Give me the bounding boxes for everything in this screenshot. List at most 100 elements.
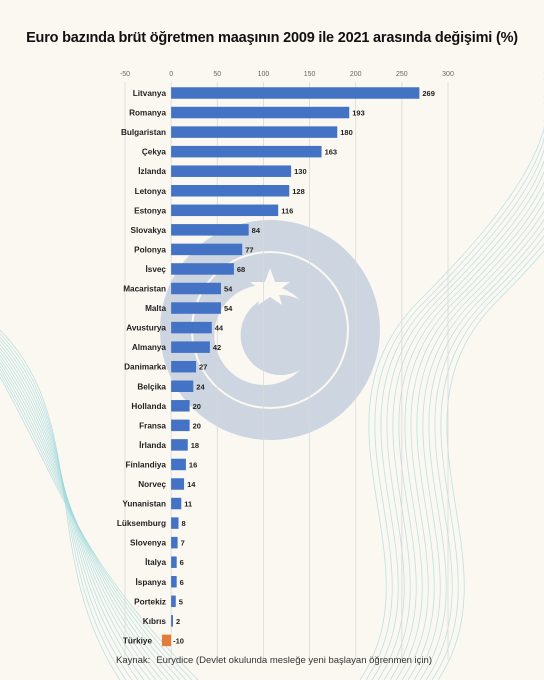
value-label: 5	[179, 597, 183, 606]
value-label: 180	[340, 128, 353, 137]
value-label: -10	[173, 636, 184, 645]
bar	[171, 341, 210, 353]
category-label: Fransa	[139, 421, 166, 430]
x-tick-label: 100	[258, 71, 270, 78]
value-label: 163	[325, 148, 338, 157]
category-label: Slovakya	[130, 226, 166, 235]
category-label: Romanya	[129, 109, 166, 118]
source-text: Eurydice (Devlet okulunda mesleğe yeni b…	[156, 655, 432, 666]
category-label: Çekya	[142, 148, 167, 157]
x-tick-labels: -50 0 50 100 150 200 250 300	[120, 71, 454, 78]
category-label: Malta	[145, 304, 166, 313]
category-label: Kıbrıs	[143, 617, 167, 626]
value-label: 7	[181, 539, 185, 548]
x-tick-label: 250	[396, 71, 408, 78]
value-label: 130	[294, 167, 307, 176]
watermark-disc	[160, 220, 380, 440]
wave-line-left	[0, 333, 127, 680]
bar	[171, 224, 249, 236]
bar	[171, 165, 292, 177]
watermark-logo: 1992	[160, 220, 380, 440]
x-tick-label: 200	[350, 71, 362, 78]
bar	[171, 439, 188, 451]
value-label: 54	[224, 285, 233, 294]
value-label: 116	[281, 206, 293, 215]
wave-line-right	[437, 138, 544, 680]
bar	[171, 458, 186, 471]
wave-line-right	[365, 66, 544, 680]
value-label: 269	[422, 89, 435, 98]
value-label: 6	[180, 578, 184, 587]
value-label: 20	[193, 421, 201, 430]
source-note: Kaynak: Eurydice (Devlet okulunda mesleğe…	[116, 655, 432, 666]
bar	[171, 400, 190, 412]
bar	[171, 360, 197, 373]
category-label: İspanya	[136, 577, 167, 587]
value-label: 2	[176, 617, 180, 626]
bar	[171, 185, 290, 197]
bar	[171, 595, 176, 608]
bar	[171, 478, 185, 490]
value-label: 77	[245, 245, 253, 254]
wave-line-right	[425, 126, 544, 680]
category-label: Litvanya	[133, 89, 167, 98]
wave-line-right	[431, 132, 544, 680]
x-tick-label: 0	[169, 71, 173, 78]
bar	[171, 302, 221, 314]
category-label: Danimarka	[124, 363, 166, 372]
wave-line-right	[389, 90, 544, 680]
value-label: 193	[352, 109, 365, 118]
bar	[171, 615, 173, 627]
category-label: Polonya	[134, 245, 166, 254]
wave-line-right	[395, 96, 544, 680]
bar	[161, 634, 172, 647]
x-tick-label: 150	[304, 71, 316, 78]
value-label: 84	[252, 226, 261, 235]
bar	[171, 87, 420, 99]
bar	[171, 556, 177, 568]
category-label: İtalya	[145, 557, 166, 567]
wave-line-left	[0, 347, 151, 680]
value-label: 8	[182, 519, 186, 528]
category-label: Macaristan	[123, 285, 166, 294]
wave-line-left	[0, 376, 199, 680]
bar	[171, 380, 194, 392]
value-label: 6	[180, 558, 184, 567]
wave-line-right	[383, 84, 544, 680]
value-label: 42	[213, 343, 221, 352]
x-tick-label: 50	[213, 71, 221, 78]
value-label: 18	[191, 441, 199, 450]
category-label: Almanya	[132, 343, 167, 352]
crescent-icon	[214, 284, 300, 385]
category-label: İrlanda	[139, 440, 166, 450]
x-tick-label: 300	[442, 71, 454, 78]
bars	[161, 87, 420, 647]
bar	[171, 145, 322, 158]
wave-line-right	[419, 120, 544, 680]
bar	[171, 576, 177, 588]
value-label: 24	[196, 382, 205, 391]
watermark-year: 1992	[241, 408, 299, 438]
category-label: Letonya	[135, 187, 167, 196]
category-label: Türkiye	[123, 636, 153, 645]
wave-line-right	[371, 72, 544, 680]
value-label: 128	[292, 187, 305, 196]
wave-line-right	[377, 78, 544, 680]
wave-line-right	[407, 108, 544, 680]
value-label: 14	[187, 480, 196, 489]
bar	[171, 282, 221, 295]
category-labels: Litvanya Romanya Bulgaristan Çekya İzlanda Le…	[117, 89, 167, 645]
category-label: Portekiz	[134, 597, 166, 606]
value-label: 11	[184, 500, 192, 509]
category-label: Estonya	[134, 206, 166, 215]
chart-title: Euro bazında brüt öğretmen maaşının 2009…	[26, 30, 518, 46]
bar	[171, 126, 338, 138]
bar	[171, 263, 234, 275]
star-icon	[250, 268, 290, 305]
bar	[171, 321, 212, 334]
source-label: Kaynak:	[116, 655, 151, 666]
bar	[171, 204, 279, 217]
bar	[171, 106, 350, 119]
bar	[171, 419, 190, 432]
